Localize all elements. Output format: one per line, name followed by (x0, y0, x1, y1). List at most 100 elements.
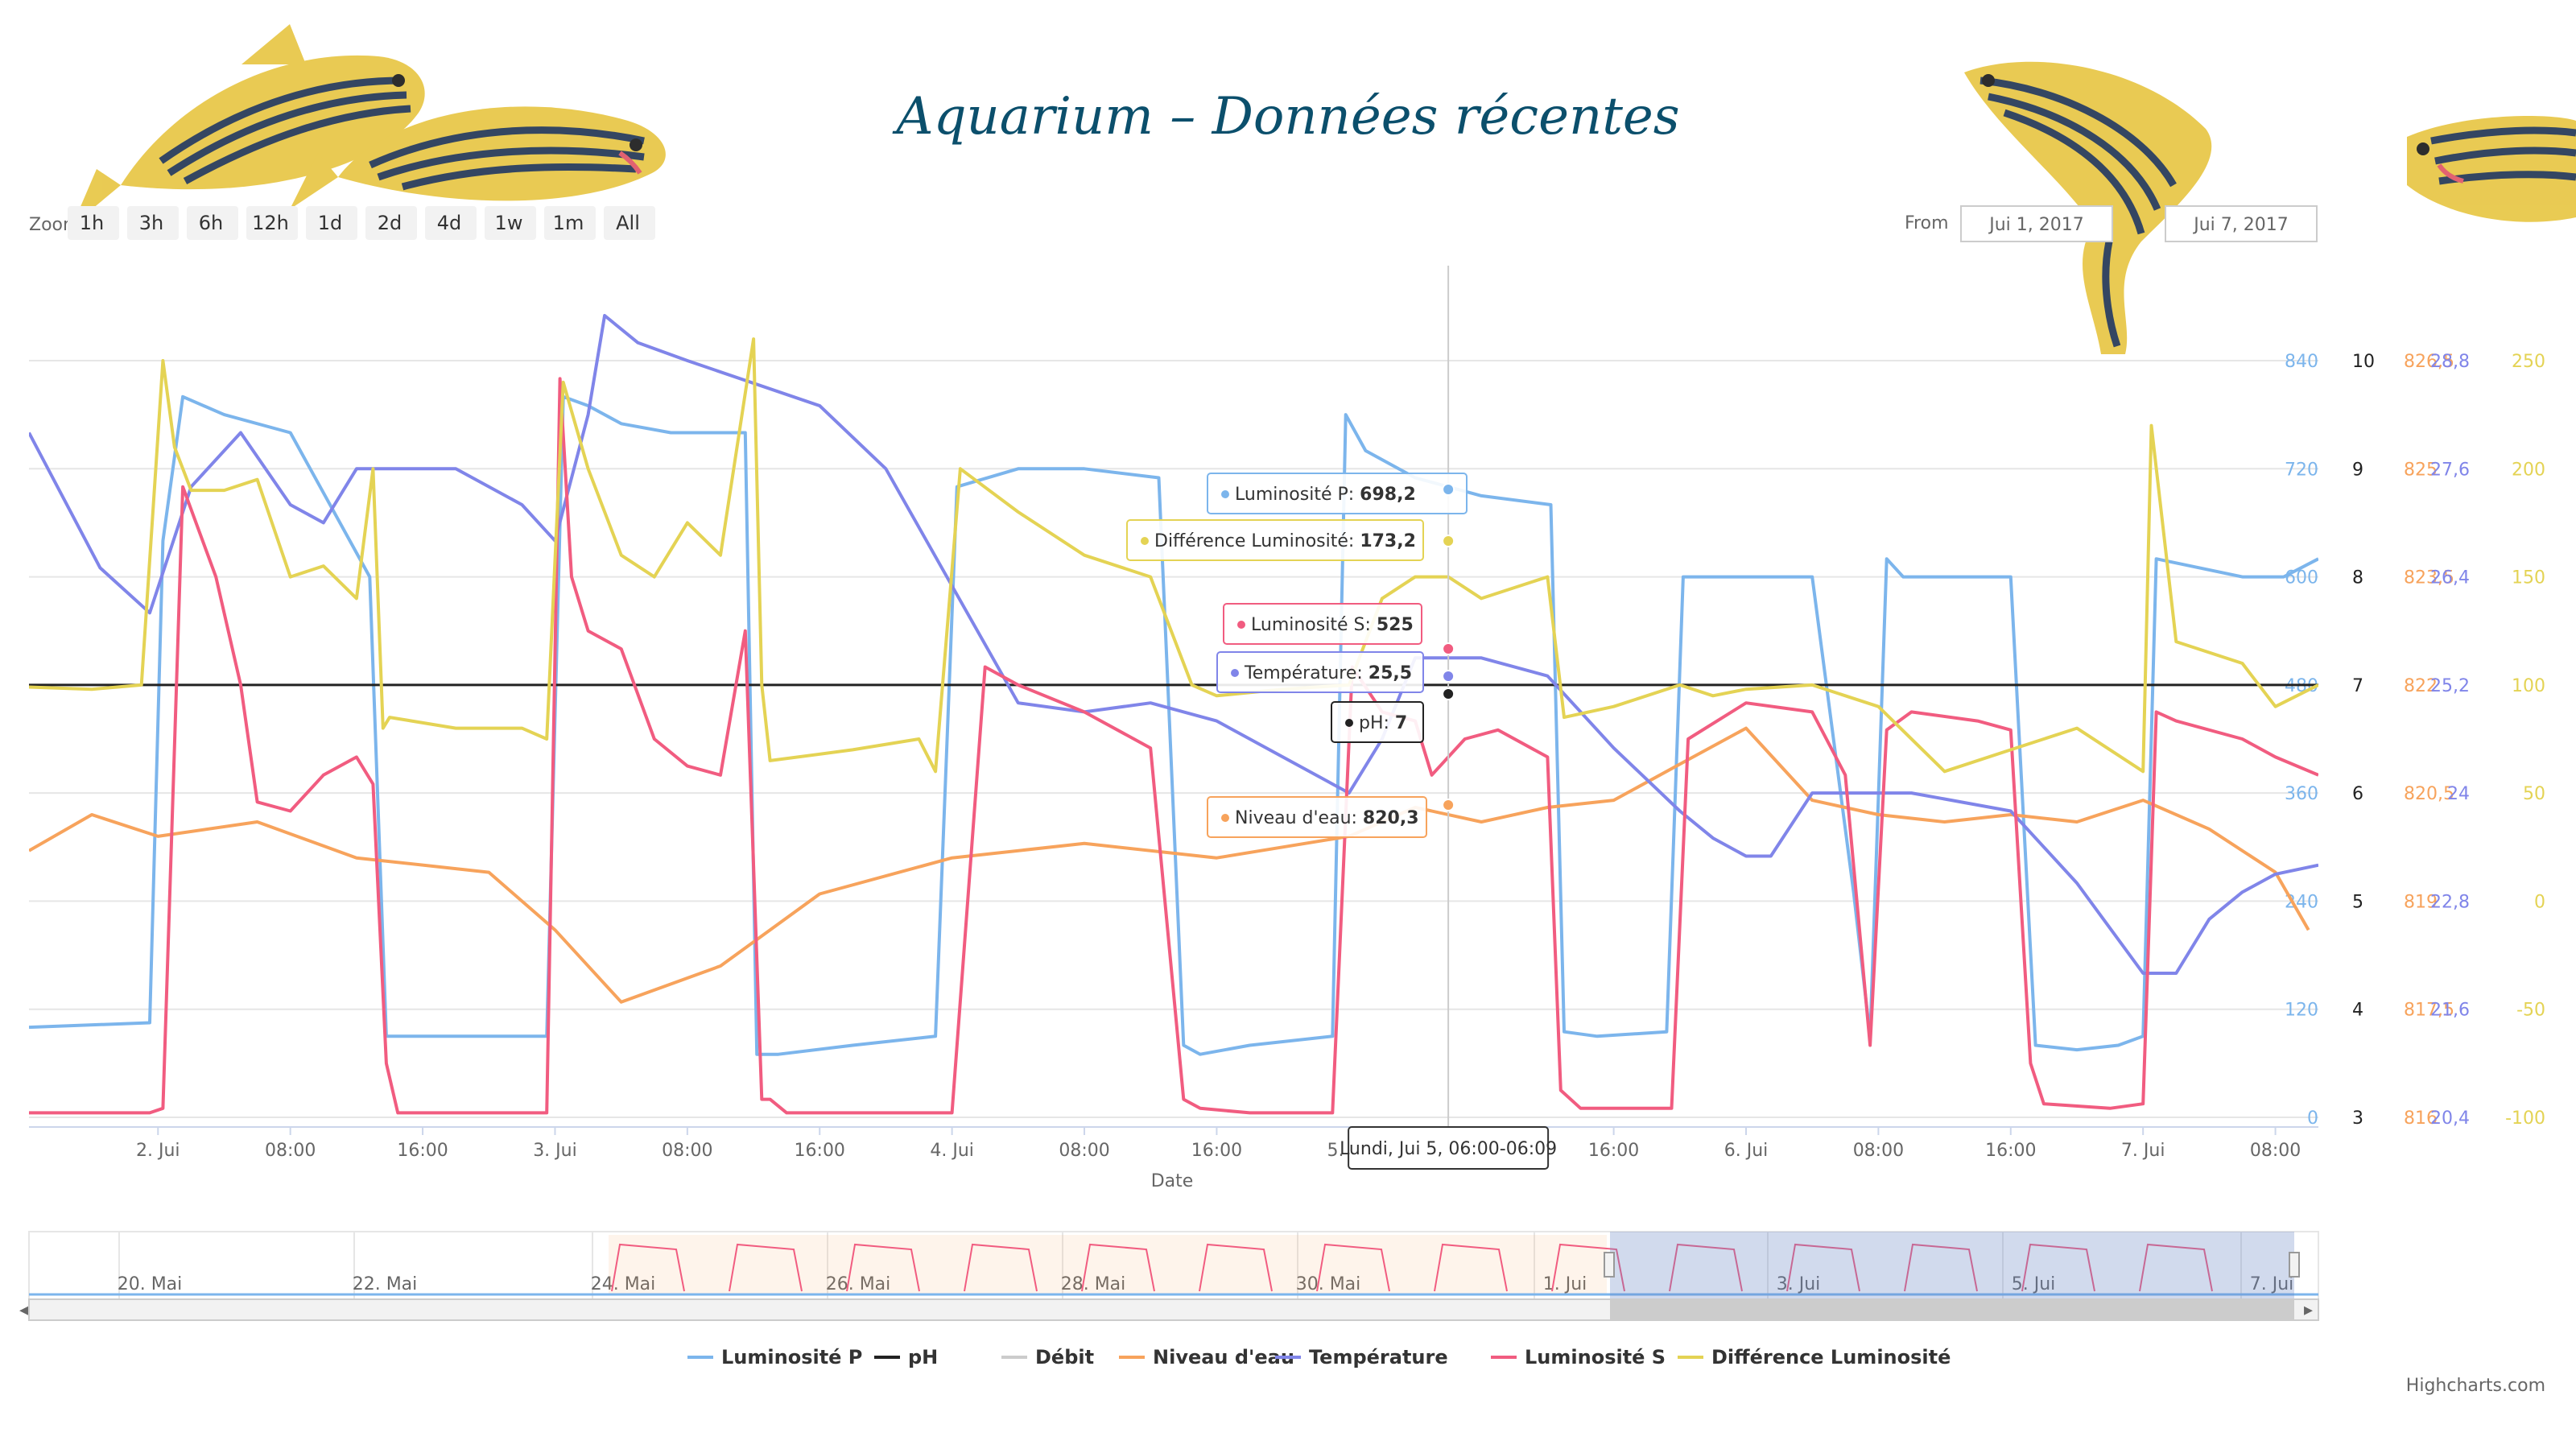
zoom-button-label: 1d (318, 212, 343, 234)
tooltip-text: Température: 25,5 (1244, 663, 1412, 683)
zoom-button-6h[interactable]: 6h (187, 206, 238, 240)
zoom-button-1h[interactable]: 1h (68, 206, 119, 240)
legend-item-luminosits[interactable]: Luminosité S (1491, 1346, 1666, 1368)
zoom-button-1d[interactable]: 1d (306, 206, 357, 240)
tooltip-text: Luminosité P: 698,2 (1235, 485, 1416, 505)
tooltip-text: Luminosité S: 525 (1251, 615, 1414, 635)
scrollbar-right-arrow[interactable]: ▸ (2304, 1300, 2313, 1320)
zoom-button-label: 1h (80, 212, 104, 234)
y-axis-tick: 120 (2285, 1001, 2318, 1021)
tooltip-diffrenceluminosit: Différence Luminosité: 173,2 (1126, 519, 1455, 561)
y-axis-tick: 24 (2447, 784, 2470, 804)
y-axis-tick: 100 (2512, 676, 2545, 696)
scrollbar-left-arrow[interactable]: ◂ (19, 1300, 28, 1320)
tooltip-time-box (1348, 1126, 1550, 1170)
y-axis-tick: 9 (2352, 460, 2363, 480)
x-axis-tick: 08:00 (2250, 1141, 2301, 1161)
legend-item-niveaudeau[interactable]: Niveau d'eau (1119, 1346, 1294, 1368)
legend-label: Différence Luminosité (1711, 1346, 1951, 1368)
navigator-selection[interactable] (1610, 1232, 2294, 1299)
zoom-button-bg (485, 206, 536, 240)
navigator-handle-right[interactable] (2289, 1252, 2300, 1278)
y-axis-tick: 360 (2285, 784, 2318, 804)
zoom-button-bg (425, 206, 477, 240)
range-from-input[interactable]: Jui 1, 2017 (1960, 205, 2113, 242)
zoom-button-label: 1w (495, 212, 523, 234)
x-axis-tick: 3. Jui (533, 1141, 577, 1161)
x-axis-tick: 16:00 (1588, 1141, 1639, 1161)
x-axis-tick: 08:00 (662, 1141, 712, 1161)
tooltip-group: Luminosité P: 698,2 Différence Luminosité… (1126, 473, 1468, 838)
y-axis-tick: 28,8 (2430, 352, 2470, 372)
zoom-button-label: 12h (252, 212, 289, 234)
zoom-button-label: 2d (378, 212, 402, 234)
navigator-tick: 5. Jui (2012, 1274, 2056, 1294)
range-from-label: From (1905, 213, 1949, 233)
navigator-handle-left[interactable] (1604, 1252, 1615, 1278)
y-axes: 0120240360480600720840345678910816817,58… (2285, 352, 2545, 1129)
zoom-button-12h[interactable]: 12h (246, 206, 298, 240)
y-axis-tick: 0 (2307, 1108, 2318, 1129)
legend-item-dbit[interactable]: Débit (1001, 1346, 1094, 1368)
legend-item-diffrenceluminosit[interactable]: Différence Luminosité (1678, 1346, 1951, 1368)
tooltip-dot (1141, 537, 1149, 545)
zoom-button-bg (187, 206, 238, 240)
y-axis-tick: 820,5 (2404, 784, 2454, 804)
series-line-diffrenceluminosit (29, 337, 2318, 774)
zoom-button-bg (365, 206, 417, 240)
y-axis-tick: 816 (2404, 1108, 2438, 1129)
tooltip-time-label: Lundi, Jui 5, 06:00-06:09 (1340, 1126, 1557, 1170)
zoom-button-All[interactable]: All (604, 206, 655, 240)
credits-link[interactable]: Highcharts.com (2406, 1376, 2545, 1396)
navigator-tick: 28. Mai (1061, 1274, 1126, 1294)
zoom-button-2d[interactable]: 2d (365, 206, 417, 240)
zoom-button-bg (68, 206, 119, 240)
range-to-input[interactable]: Jui 7, 2017 (2165, 205, 2318, 242)
y-axis-tick: 819 (2404, 892, 2438, 912)
y-axis-tick: 822 (2404, 676, 2438, 696)
x-axis-tick: 16:00 (1191, 1141, 1242, 1161)
scrollbar-thumb[interactable] (1610, 1299, 2294, 1320)
tooltip-marker (1442, 670, 1455, 683)
y-axis-tick: 50 (2523, 784, 2545, 804)
y-axis-tick: 250 (2512, 352, 2545, 372)
zoom-button-4d[interactable]: 4d (425, 206, 477, 240)
y-axis-tick: 823,5 (2404, 568, 2454, 588)
legend-item-ph[interactable]: pH (874, 1346, 938, 1368)
navigator[interactable]: 20. Mai 22. Mai 24. Mai 26. Mai 28. Mai 30. M… (19, 1231, 2319, 1321)
y-axis-tick: -50 (2516, 1001, 2545, 1021)
chart-title: Aquarium – Données récentes (892, 87, 1679, 147)
zoom-button-1w[interactable]: 1w (485, 206, 536, 240)
tooltip-marker (1442, 687, 1455, 700)
y-axis-tick: 6 (2352, 784, 2363, 804)
zoom-button-3h[interactable]: 3h (127, 206, 179, 240)
y-axis-tick: 7 (2352, 676, 2363, 696)
tooltip-box (1223, 603, 1422, 645)
y-axis-tick: 150 (2512, 568, 2545, 588)
tooltip-box (1126, 519, 1424, 561)
tooltip-box (1331, 701, 1424, 743)
series-line-luminositp (29, 394, 2318, 1056)
tooltip-ph: pH: 7 (1331, 687, 1455, 743)
zoom-button-label: 1m (553, 212, 584, 234)
y-axis-tick: 817,5 (2404, 1001, 2454, 1021)
tooltip-niveaudeau: Niveau d'eau: 820,3 (1207, 796, 1455, 838)
x-axis-tick: 4. Jui (930, 1141, 974, 1161)
x-axis-tick: 08:00 (265, 1141, 316, 1161)
y-axis-tick: 25,2 (2430, 676, 2470, 696)
tooltip-temprature: Température: 25,5 (1216, 651, 1455, 693)
fish-illustration-left (72, 24, 666, 225)
y-axis-tick: 21,6 (2430, 1001, 2470, 1021)
x-axis-tick: 6. Jui (1724, 1141, 1769, 1161)
zoom-button-label: 6h (199, 212, 223, 234)
y-axis-tick: 3 (2352, 1108, 2363, 1129)
legend-item-luminositp[interactable]: Luminosité P (687, 1346, 862, 1368)
legend-label: Température (1309, 1346, 1448, 1368)
navigator-area (609, 1235, 1607, 1294)
y-axis-tick: 20,4 (2430, 1108, 2470, 1129)
x-axis-tick: 08:00 (1853, 1141, 1904, 1161)
legend-item-temprature[interactable]: Température (1275, 1346, 1448, 1368)
legend: Luminosité P pH Débit Niveau d'eau Températu… (687, 1346, 1951, 1368)
zoom-button-1m[interactable]: 1m (544, 206, 596, 240)
